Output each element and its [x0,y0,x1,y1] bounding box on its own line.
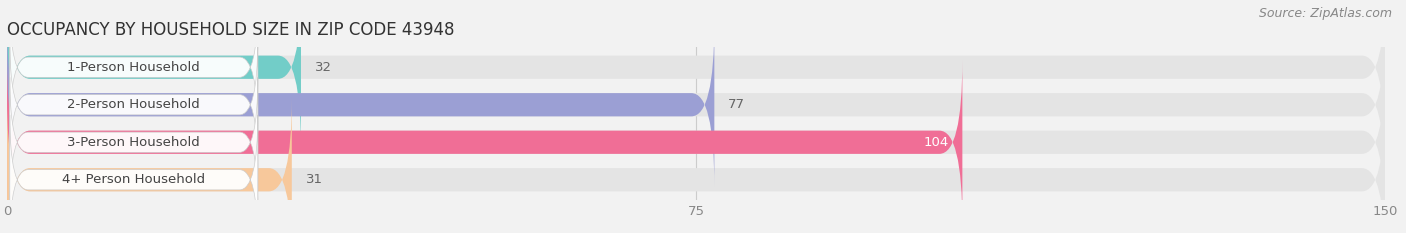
FancyBboxPatch shape [7,60,1385,224]
Text: 3-Person Household: 3-Person Household [67,136,200,149]
Text: 32: 32 [315,61,332,74]
FancyBboxPatch shape [7,0,1385,149]
FancyBboxPatch shape [10,2,257,132]
FancyBboxPatch shape [7,98,1385,233]
Text: 1-Person Household: 1-Person Household [67,61,200,74]
FancyBboxPatch shape [7,98,292,233]
Text: 77: 77 [728,98,745,111]
Text: 2-Person Household: 2-Person Household [67,98,200,111]
Text: 31: 31 [305,173,322,186]
FancyBboxPatch shape [7,23,1385,187]
FancyBboxPatch shape [7,23,714,187]
FancyBboxPatch shape [10,115,257,233]
Text: 104: 104 [924,136,949,149]
FancyBboxPatch shape [10,40,257,170]
FancyBboxPatch shape [7,60,962,224]
Text: OCCUPANCY BY HOUSEHOLD SIZE IN ZIP CODE 43948: OCCUPANCY BY HOUSEHOLD SIZE IN ZIP CODE … [7,21,454,39]
FancyBboxPatch shape [10,77,257,207]
FancyBboxPatch shape [7,0,301,149]
Text: 4+ Person Household: 4+ Person Household [62,173,205,186]
Text: Source: ZipAtlas.com: Source: ZipAtlas.com [1258,7,1392,20]
